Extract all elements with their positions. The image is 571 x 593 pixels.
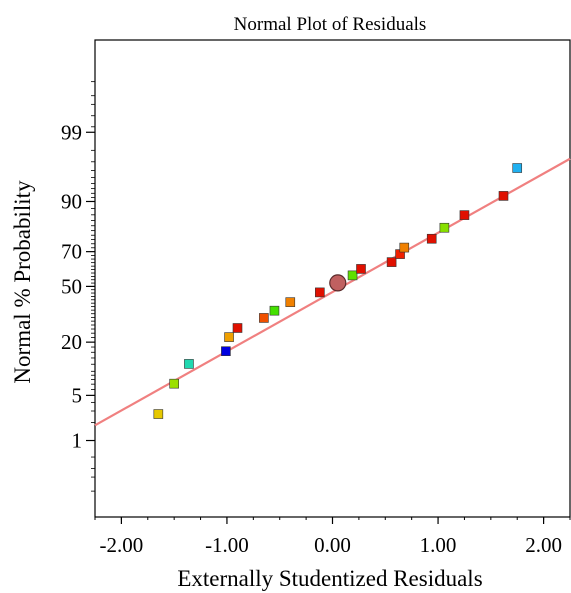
data-point <box>347 270 358 281</box>
x-tick-label: 0.00 <box>314 533 351 557</box>
data-point <box>512 163 523 173</box>
x-tick-label: -1.00 <box>205 533 249 557</box>
data-point <box>221 346 231 356</box>
y-tick-label: 20 <box>61 330 82 354</box>
y-tick-label: 5 <box>72 383 83 407</box>
y-tick-label: 50 <box>61 274 82 298</box>
data-point <box>426 233 437 244</box>
y-tick-label: 1 <box>72 429 83 453</box>
x-tick-label: -2.00 <box>100 533 144 557</box>
data-point <box>259 313 269 323</box>
data-point <box>356 264 366 274</box>
x-tick-label: 1.00 <box>420 533 457 557</box>
highlighted-point <box>329 274 347 292</box>
data-point <box>285 297 296 307</box>
data-point <box>169 378 179 389</box>
data-point <box>232 323 243 333</box>
data-point <box>224 332 234 342</box>
data-point <box>184 359 194 369</box>
data-point <box>439 222 450 233</box>
data-points <box>153 163 523 419</box>
x-axis-label: Externally Studentized Residuals <box>177 566 482 591</box>
y-tick-label: 90 <box>61 189 82 213</box>
x-tick-label: 2.00 <box>525 533 562 557</box>
data-point <box>386 257 397 267</box>
y-axis-ticks: 1 5 20 50 70 90 99 <box>61 81 95 492</box>
y-tick-label: 70 <box>61 240 82 264</box>
chart-title: Normal Plot of Residuals <box>234 14 427 35</box>
data-point <box>459 210 470 220</box>
data-point <box>315 287 325 298</box>
data-point <box>269 305 280 316</box>
data-point <box>153 409 164 419</box>
x-axis-ticks: -2.00 -1.00 0.00 1.00 2.00 <box>94 517 571 557</box>
data-point <box>498 191 509 201</box>
data-point <box>399 242 410 253</box>
y-axis-label: Normal % Probability <box>10 180 35 384</box>
y-tick-label: 99 <box>61 120 82 144</box>
